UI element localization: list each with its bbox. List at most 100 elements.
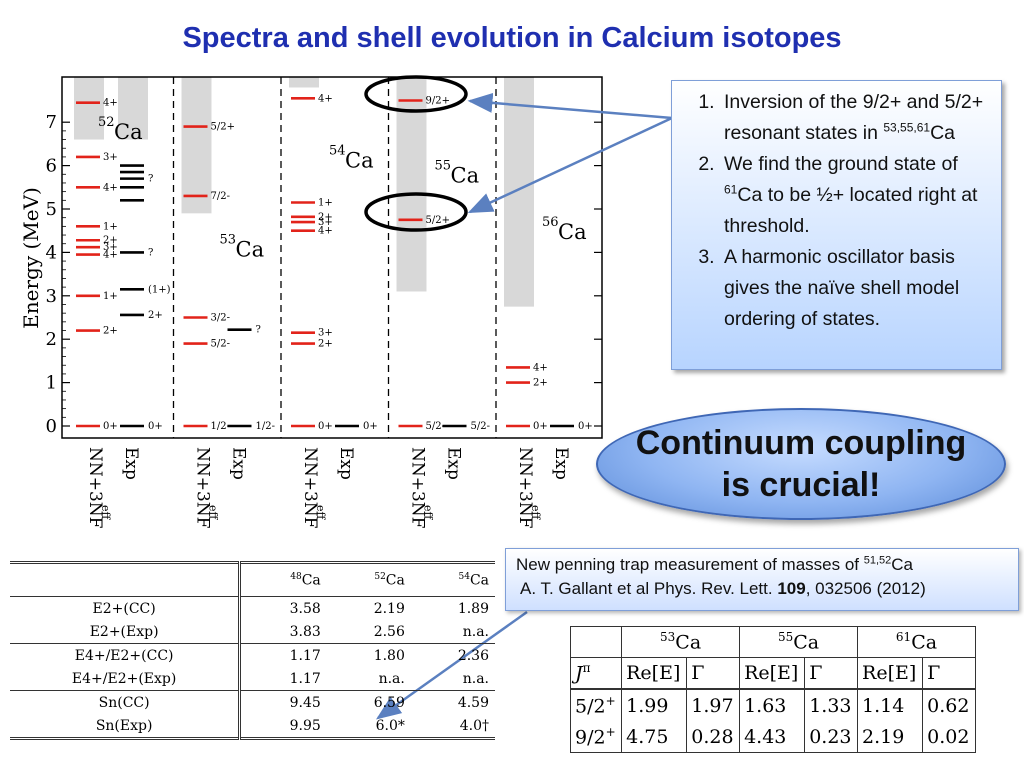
highlight-ellipse-9-2 [364, 75, 468, 113]
plot-frame [61, 76, 603, 439]
theory-level-label: 2+ [318, 339, 333, 350]
table-cell: 1.33 [804, 688, 859, 721]
method-label-sub: eff [99, 505, 112, 521]
table-row: Sn(Exp) 9.95 6.0* 4.0† [10, 714, 495, 739]
banner-line-1: Continuum coupling [635, 424, 967, 462]
y-tick-label: 1 [46, 373, 57, 394]
re-header: Re[E] [621, 657, 688, 690]
table-cell: 1.17 [289, 670, 321, 687]
theory-level-label: 1+ [318, 197, 333, 208]
theory-level-label: 5/2- [211, 339, 230, 350]
table-cell: 0.02 [922, 721, 976, 753]
method-label-exp: Exp [336, 447, 356, 480]
exp-level-label: ? [256, 325, 261, 336]
nucleus-header: 55Ca [739, 626, 859, 658]
method-label-exp: Exp [551, 447, 571, 480]
table-cell: 4.75 [621, 721, 688, 753]
theory-level-label: 9/2+ [426, 96, 450, 107]
theory-level-label: 0+ [318, 421, 333, 432]
table-cell: 1.14 [857, 688, 924, 721]
reference-line-2: A. T. Gallant et al Phys. Rev. Lett. 109… [520, 579, 926, 598]
table-row: E2+(CC) 3.58 2.19 1.89 [10, 596, 495, 620]
continuum-banner: Continuum coupling is crucial! [596, 408, 1006, 520]
theory-level-label: 5/2- [426, 421, 445, 432]
theory-level-label: 0+ [103, 421, 118, 432]
table-row: E4+/E2+(Exp) 1.17 n.a. n.a. [10, 667, 495, 691]
theory-level-label: 4+ [103, 182, 118, 193]
finding-2: We find the ground state of 61Ca to be ½… [720, 149, 993, 242]
reference-box: New penning trap measurement of masses o… [505, 548, 1019, 611]
findings-list: Inversion of the 9/2+ and 5/2+ resonant … [678, 87, 993, 335]
method-label-exp: Exp [444, 447, 464, 480]
nucleus-mass: 56 [542, 215, 559, 230]
theory-level-label: 4+ [318, 226, 333, 237]
table-cell: n.a. [462, 670, 489, 687]
table-cell: n.a. [462, 623, 489, 640]
theory-level-label: 1+ [103, 221, 118, 232]
theory-level-label: 2+ [318, 212, 333, 223]
row-label: E2+(CC) [10, 596, 242, 620]
theory-level-label: 3/2- [211, 313, 230, 324]
state-label: 5/2+ [569, 688, 623, 721]
table-cell: 1.80 [326, 643, 411, 667]
finding-1: Inversion of the 9/2+ and 5/2+ resonant … [720, 87, 993, 149]
table-row: Sn(CC) 9.45 6.59 4.59 [10, 690, 495, 714]
nucleus-symbol: Ca [236, 237, 265, 261]
table-cell: 2.19 [857, 721, 924, 753]
theory-level-label: 1/2- [211, 421, 230, 432]
table-cell: 1.17 [239, 643, 327, 667]
gamma-header: Γ [686, 657, 741, 690]
finding-3: A harmonic oscillator basis gives the na… [720, 242, 993, 335]
theory-level-label: 3+ [103, 152, 118, 163]
row-label: Sn(CC) [10, 690, 242, 714]
table-cell: 3.58 [289, 600, 321, 617]
theory-level-label: 2+ [103, 326, 118, 337]
nucleus-symbol: Ca [345, 148, 374, 172]
exp-level-label: 0+ [363, 421, 378, 432]
theory-level-label: 2+ [533, 378, 548, 389]
continuum-layer [74, 77, 534, 307]
reference-line-1: New penning trap measurement of masses o… [516, 554, 913, 574]
table-row: 9/2+ 4.75 0.28 4.43 0.23 2.19 0.02 [569, 721, 976, 753]
y-tick-label: 0 [46, 416, 57, 437]
table-cell: 6.59 [326, 690, 411, 714]
theory-level-label: 5/2+ [426, 215, 450, 226]
theory-level-label: 3+ [318, 328, 333, 339]
continuum-band [504, 77, 534, 307]
y-tick-label: 2 [46, 329, 57, 350]
table-cell: 1.89 [457, 600, 489, 617]
table-row: 5/2+ 1.99 1.97 1.63 1.33 1.14 0.62 [569, 688, 976, 721]
continuum-band [396, 77, 427, 292]
table-cell: n.a. [378, 670, 405, 687]
theory-level-label: 4+ [318, 93, 333, 104]
row-label: E4+/E2+(Exp) [10, 667, 242, 691]
table-cell: 1.99 [621, 688, 688, 721]
method-label-theory: NN+3NF [408, 447, 428, 529]
theory-level-label: 4+ [103, 250, 118, 261]
column-header: 48Ca [239, 562, 327, 597]
exp-level-label: 2+ [148, 310, 163, 321]
nucleus-symbol: Ca [114, 120, 143, 144]
continuum-band [181, 77, 212, 214]
theory-level-label: 5/2+ [211, 122, 235, 133]
table-header-row: 48Ca 52Ca 54Ca [10, 562, 495, 597]
re-header: Re[E] [739, 657, 806, 690]
theory-level-label: 4+ [533, 362, 548, 373]
theory-level-label: 1+ [103, 291, 118, 302]
method-label-theory: NN+3NF [515, 447, 535, 529]
observables-table: 48Ca 52Ca 54Ca E2+(CC) 3.58 2.19 1.89 E2… [10, 561, 495, 740]
table-cell: 3.83 [289, 623, 321, 640]
table-row: E2+(Exp) 3.83 2.56 n.a. [10, 620, 495, 644]
exp-level-label: ? [148, 174, 153, 185]
theory-level-label: 3+ [318, 217, 333, 228]
nucleus-header-row: 53Ca 55Ca 61Ca [569, 626, 976, 658]
y-tick-label: 5 [46, 199, 57, 220]
method-label-exp: Exp [229, 447, 249, 480]
table-cell: 1.97 [686, 688, 741, 721]
table-row: E4+/E2+(CC) 1.17 1.80 2.36 [10, 643, 495, 667]
banner-line-2: is crucial! [721, 466, 881, 504]
table-cell: 0.62 [922, 688, 976, 721]
table-corner [10, 562, 242, 597]
theory-level-label: 0+ [533, 421, 548, 432]
